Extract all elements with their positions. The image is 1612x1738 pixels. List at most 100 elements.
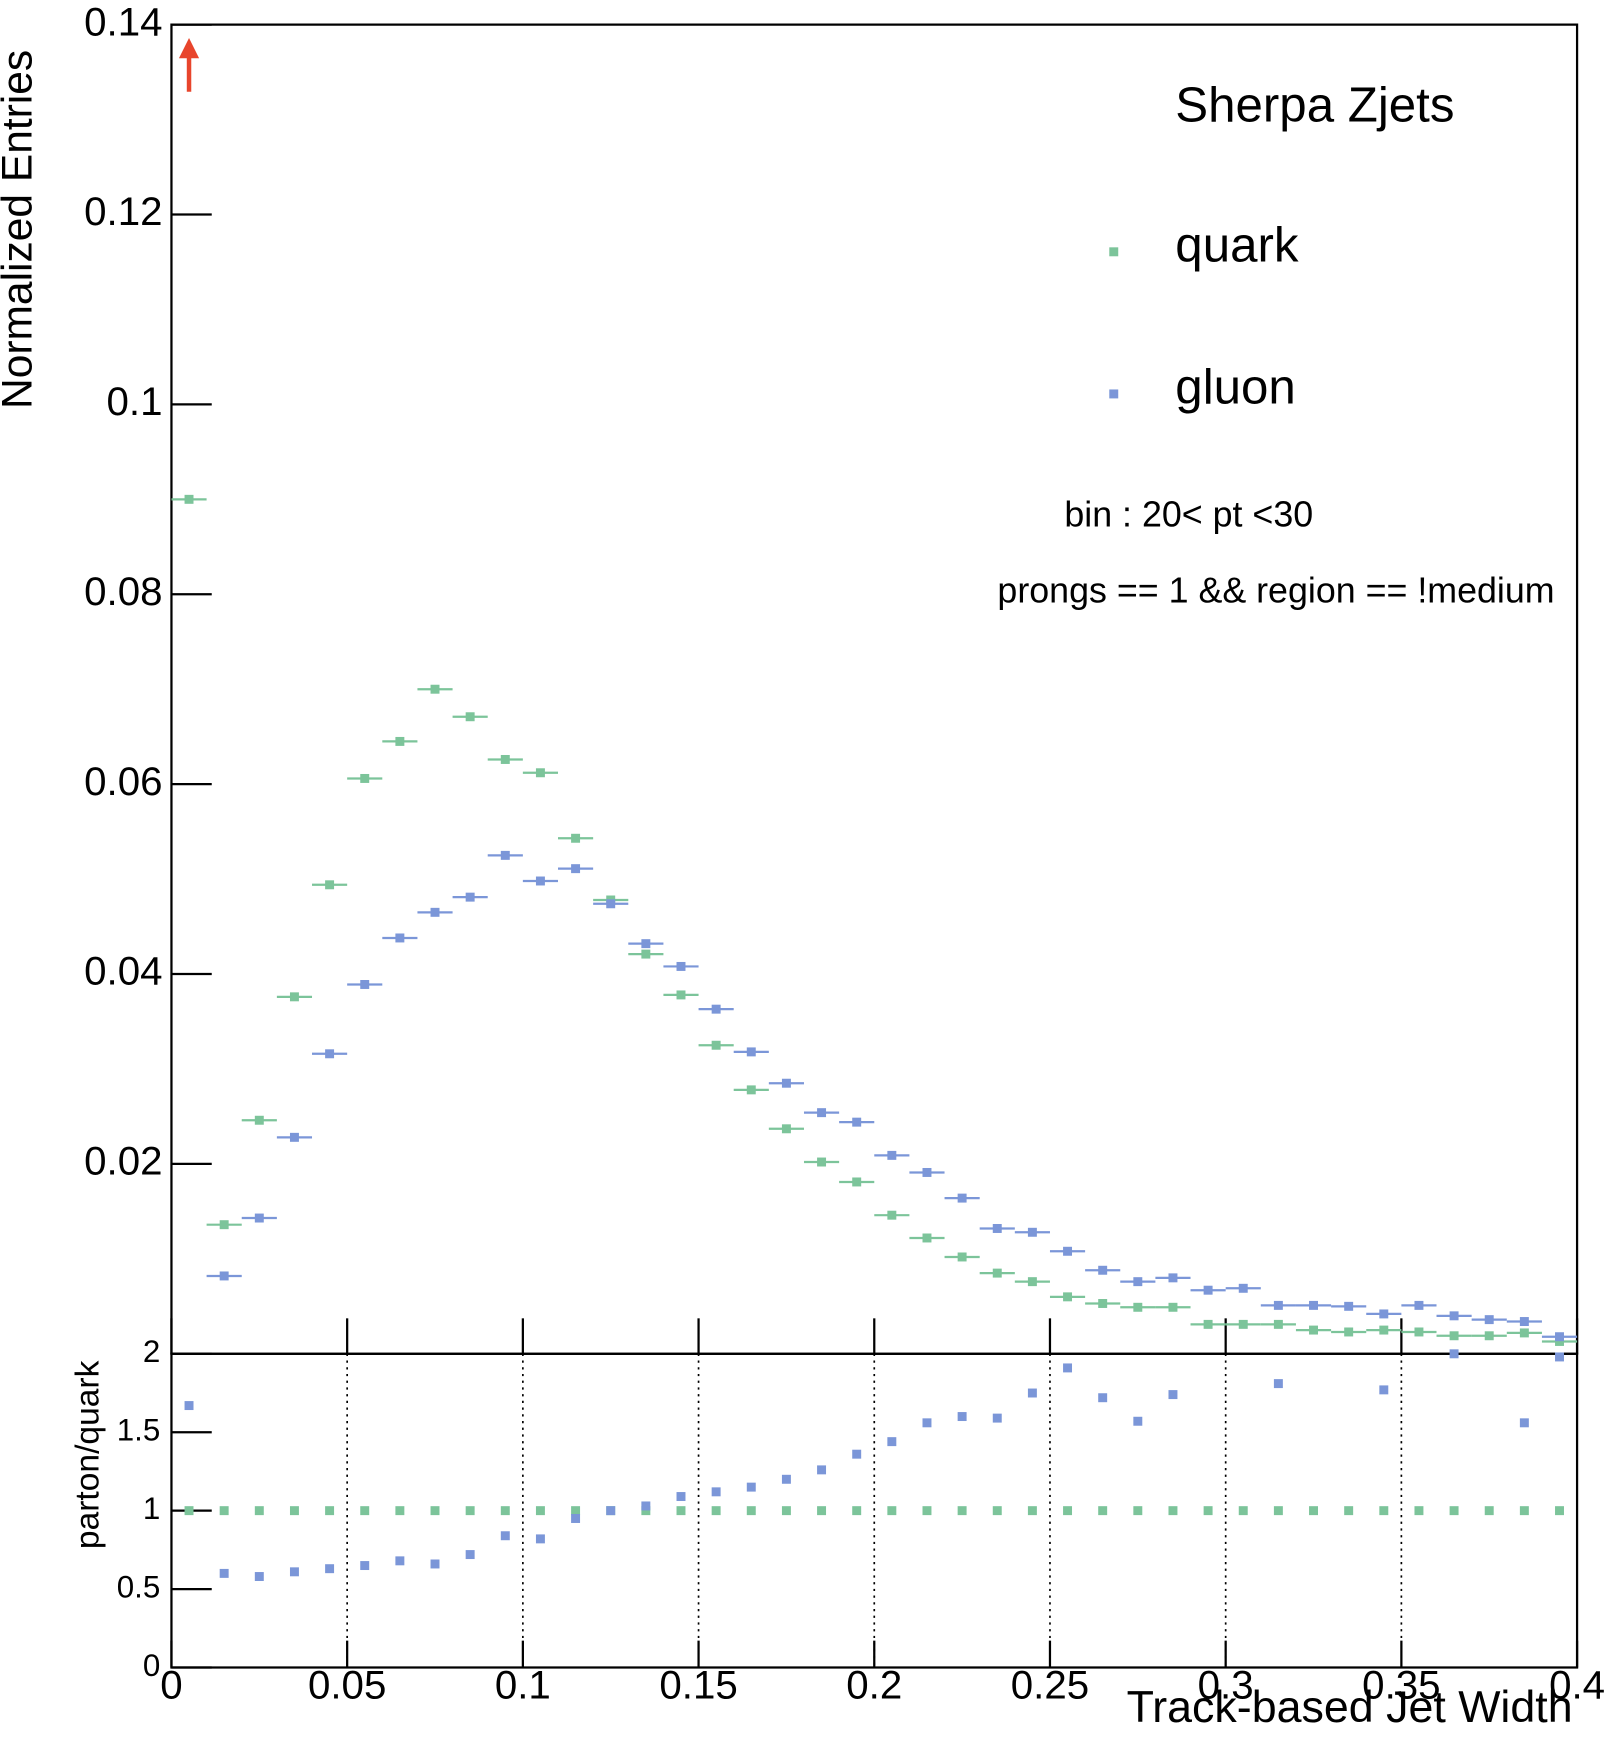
y-tick-label: 1.5 bbox=[117, 1413, 161, 1448]
data-point bbox=[781, 1506, 791, 1516]
data-point bbox=[781, 1124, 791, 1134]
data-point bbox=[992, 1268, 1002, 1278]
data-point bbox=[1555, 1352, 1564, 1362]
x-tick-label: 0.2 bbox=[846, 1662, 902, 1707]
data-point bbox=[1309, 1300, 1318, 1310]
legend-marker bbox=[1109, 389, 1119, 399]
data-point bbox=[1309, 1325, 1318, 1335]
data-point bbox=[500, 1531, 510, 1541]
data-point bbox=[817, 1108, 827, 1118]
y-tick-label: 2 bbox=[143, 1334, 160, 1369]
data-point bbox=[325, 1049, 335, 1059]
data-point bbox=[1133, 1416, 1143, 1426]
x-tick-label: 0.35 bbox=[1362, 1662, 1440, 1707]
data-point bbox=[1133, 1302, 1143, 1312]
data-point bbox=[781, 1078, 791, 1088]
data-point bbox=[641, 949, 651, 959]
data-point bbox=[711, 1004, 721, 1014]
data-point bbox=[289, 1132, 299, 1142]
data-point bbox=[641, 1501, 651, 1511]
y-axis-label: Normalized Entries bbox=[0, 50, 42, 409]
data-point bbox=[746, 1047, 756, 1057]
data-point bbox=[887, 1150, 897, 1160]
data-point bbox=[852, 1117, 862, 1127]
data-point bbox=[395, 736, 405, 746]
data-point bbox=[1168, 1273, 1178, 1283]
data-point bbox=[1555, 1332, 1564, 1342]
x-tick-label: 0.05 bbox=[308, 1662, 386, 1707]
data-point bbox=[254, 1572, 264, 1582]
data-point bbox=[1414, 1327, 1424, 1337]
data-point bbox=[887, 1506, 897, 1516]
data-point bbox=[1379, 1385, 1389, 1395]
y-tick-label: 0.06 bbox=[84, 759, 162, 804]
data-point bbox=[535, 1534, 545, 1544]
data-point bbox=[852, 1177, 862, 1187]
data-point bbox=[184, 1506, 194, 1516]
data-point bbox=[325, 1564, 335, 1574]
data-point bbox=[817, 1157, 827, 1167]
data-point bbox=[1238, 1283, 1248, 1293]
data-point bbox=[1344, 1327, 1354, 1337]
data-point bbox=[1414, 1506, 1424, 1516]
legend-label: gluon bbox=[1175, 360, 1295, 415]
data-point bbox=[184, 1401, 194, 1411]
data-point bbox=[1555, 1506, 1564, 1516]
data-point bbox=[289, 1506, 299, 1516]
y-tick-label: 1 bbox=[143, 1491, 160, 1526]
data-point bbox=[922, 1418, 932, 1428]
y-tick-label: 0.14 bbox=[84, 0, 162, 44]
data-point bbox=[571, 833, 581, 843]
data-point bbox=[571, 864, 581, 874]
legend-label: quark bbox=[1175, 217, 1299, 272]
data-point bbox=[465, 712, 475, 722]
data-point bbox=[992, 1506, 1002, 1516]
data-point bbox=[1063, 1246, 1073, 1256]
data-point bbox=[817, 1506, 827, 1516]
x-tick-label: 0.25 bbox=[1011, 1662, 1089, 1707]
data-point bbox=[1203, 1506, 1213, 1516]
data-point bbox=[500, 754, 510, 764]
annotation: bin : 20< pt <30 bbox=[1064, 494, 1313, 534]
data-point bbox=[1203, 1319, 1213, 1329]
data-point bbox=[992, 1413, 1002, 1423]
x-tick-label: 0.1 bbox=[495, 1662, 551, 1707]
data-point bbox=[1449, 1311, 1459, 1321]
data-point bbox=[852, 1449, 862, 1459]
data-point bbox=[1027, 1506, 1037, 1516]
data-point bbox=[746, 1085, 756, 1095]
y-tick-label: 0.02 bbox=[84, 1139, 162, 1184]
data-point bbox=[254, 1213, 264, 1223]
data-point bbox=[535, 876, 545, 886]
data-point bbox=[1484, 1315, 1494, 1325]
x-tick-label: 0 bbox=[160, 1662, 182, 1707]
data-point bbox=[957, 1252, 967, 1262]
data-point bbox=[1449, 1506, 1459, 1516]
x-tick-label: 0.3 bbox=[1198, 1662, 1254, 1707]
data-point bbox=[430, 1559, 440, 1569]
data-point bbox=[254, 1506, 264, 1516]
legend-title: Sherpa Zjets bbox=[1175, 78, 1454, 133]
data-point bbox=[395, 1506, 405, 1516]
data-point bbox=[360, 773, 370, 783]
x-axis-label: Track-based Jet Width bbox=[1127, 1682, 1573, 1732]
data-point bbox=[852, 1506, 862, 1516]
x-tick-label: 0.4 bbox=[1549, 1662, 1605, 1707]
y-tick-label: 0.12 bbox=[84, 189, 162, 234]
data-point bbox=[325, 1506, 335, 1516]
data-point bbox=[1203, 1285, 1213, 1295]
data-point bbox=[1379, 1506, 1389, 1516]
data-point bbox=[1484, 1331, 1494, 1341]
data-point bbox=[1519, 1418, 1529, 1428]
data-point bbox=[1168, 1390, 1178, 1400]
data-point bbox=[922, 1233, 932, 1243]
data-point bbox=[1027, 1388, 1037, 1398]
data-point bbox=[641, 1506, 651, 1516]
y-tick-label: 0.04 bbox=[84, 949, 162, 994]
y-tick-label: 0.08 bbox=[84, 569, 162, 614]
data-point bbox=[957, 1506, 967, 1516]
data-point bbox=[571, 1514, 581, 1523]
data-point bbox=[606, 1506, 616, 1516]
data-point bbox=[676, 1506, 686, 1516]
